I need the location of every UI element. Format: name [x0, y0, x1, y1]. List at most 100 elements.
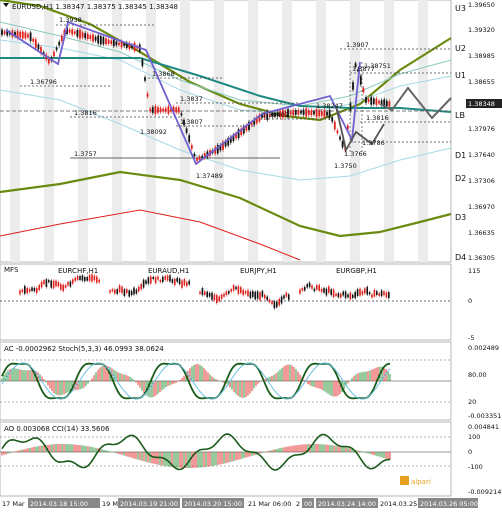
pair-candle: [145, 280, 147, 284]
zigzag-path: [5, 20, 361, 166]
pair-tick-1: 115: [468, 267, 480, 275]
pair-candle: [130, 290, 133, 296]
candle: [89, 35, 92, 40]
stoch-signal-line: [1, 362, 391, 400]
pair-candle: [320, 288, 323, 292]
pair-candle: [76, 276, 79, 280]
session-band: [10, 0, 20, 262]
ao-tick-4: -100: [468, 463, 483, 471]
candle: [162, 108, 165, 112]
candle: [201, 155, 204, 159]
ao-cci-panel[interactable]: AO 0.003068 CCI(14) 33.5606 alpari: [0, 421, 452, 497]
tick-1: 1.39650: [468, 1, 495, 9]
candle: [310, 110, 313, 116]
session-band: [180, 0, 190, 262]
candle: [305, 108, 308, 117]
tick-4: 1.38655: [468, 78, 495, 86]
pair-candle: [109, 290, 111, 293]
candle: [219, 145, 222, 151]
pair-candle: [247, 290, 249, 297]
pair-candle: [98, 279, 100, 283]
pair-candle: [385, 292, 388, 298]
candle: [235, 133, 237, 139]
pair-candle: [335, 293, 337, 296]
pair-candle: [199, 291, 201, 294]
tick-7: 1.37306: [468, 177, 495, 185]
pair-candle: [373, 289, 376, 297]
pair-candle: [383, 291, 385, 296]
candle: [6, 30, 9, 36]
candle: [29, 32, 32, 42]
pair-candle: [154, 277, 157, 284]
ac-tick-3: 20: [468, 398, 476, 406]
pair-candle: [228, 290, 230, 294]
forecast-path: [335, 105, 385, 153]
pair-candle: [128, 290, 130, 297]
candle: [170, 108, 172, 112]
ao-axis: 0.004841 100 0 -100 -0.009214: [468, 423, 501, 496]
level-u1: U1: [455, 71, 466, 80]
pair-candle: [388, 292, 390, 299]
time-axis[interactable]: 17 Mar 2014.03.18 15:00 19 M 2014.03.19 …: [0, 497, 502, 510]
candle: [320, 111, 323, 116]
candle: [55, 47, 58, 51]
candle: [149, 108, 152, 112]
candle: [287, 109, 289, 118]
price-axis[interactable]: 1.39650 1.39320 1.38985 1.38655 1.38348 …: [466, 1, 502, 262]
multi-pair-panel[interactable]: MFS EURCHF,H1 EURAUD,H1 EURJPY,H1 EURGBP…: [0, 263, 452, 341]
collapse-icon[interactable]: [3, 3, 9, 7]
candle: [240, 128, 243, 136]
candle: [268, 114, 271, 117]
candle: [232, 134, 235, 142]
pair-candle: [208, 292, 211, 297]
candle: [63, 30, 66, 37]
pair-candle: [361, 291, 364, 295]
pair-candle: [354, 291, 356, 299]
pair-candle: [366, 286, 368, 295]
ac-tick-4: -0.003351: [468, 412, 501, 420]
candle: [300, 110, 302, 114]
teal-mid-line: [0, 57, 452, 113]
pair-candle: [276, 301, 278, 308]
pair-candle: [140, 284, 142, 290]
candle: [313, 111, 315, 115]
chart-header: EURUSD,H1 1.38347 1.38375 1.38345 1.3834…: [12, 3, 178, 11]
pair-candle: [368, 292, 371, 295]
candle: [84, 33, 87, 39]
candle: [66, 26, 68, 34]
candle: [229, 136, 232, 143]
candle: [37, 44, 40, 50]
ac-tick-2: 80.00: [468, 371, 487, 379]
ac-tick-1: 0.002489: [468, 344, 499, 352]
pair-candle: [133, 287, 135, 295]
label-4: 1.3837: [180, 95, 203, 103]
tick-10: 1.36305: [468, 254, 495, 262]
pair-candle: [280, 296, 283, 304]
level-d3: D3: [455, 213, 466, 222]
pair-candle: [347, 294, 349, 298]
pair-candle: [311, 285, 313, 289]
pair-candle: [111, 289, 114, 292]
main-price-panel[interactable]: 1.3938 1.36796 1.3868 1.3837 1.3816 1.38…: [0, 0, 466, 263]
candle: [359, 75, 362, 85]
pair-candle: [318, 284, 320, 291]
pair-candle: [271, 301, 273, 305]
candle: [159, 108, 162, 112]
pair-candle: [64, 285, 67, 288]
time-6: 21 Mar 06:00: [248, 500, 291, 508]
pair-candle: [306, 284, 308, 288]
tick-2: 1.39320: [468, 26, 495, 34]
level-u3: U3: [455, 4, 466, 13]
pair-candle: [138, 286, 140, 292]
candle: [237, 129, 240, 139]
candle: [141, 59, 144, 67]
ac-stoch-panel[interactable]: AC -0.0002962 Stoch(5,3,3) 46.0993 38.06…: [0, 341, 452, 421]
label-10: 1.37489: [196, 172, 223, 180]
candle: [245, 125, 248, 131]
candle: [79, 29, 81, 39]
pair-candle: [230, 289, 232, 292]
alpari-logo-icon: [400, 476, 409, 485]
level-u2: U2: [455, 44, 466, 53]
pair-candle: [337, 293, 340, 298]
label-11: 1.38247: [316, 102, 343, 110]
